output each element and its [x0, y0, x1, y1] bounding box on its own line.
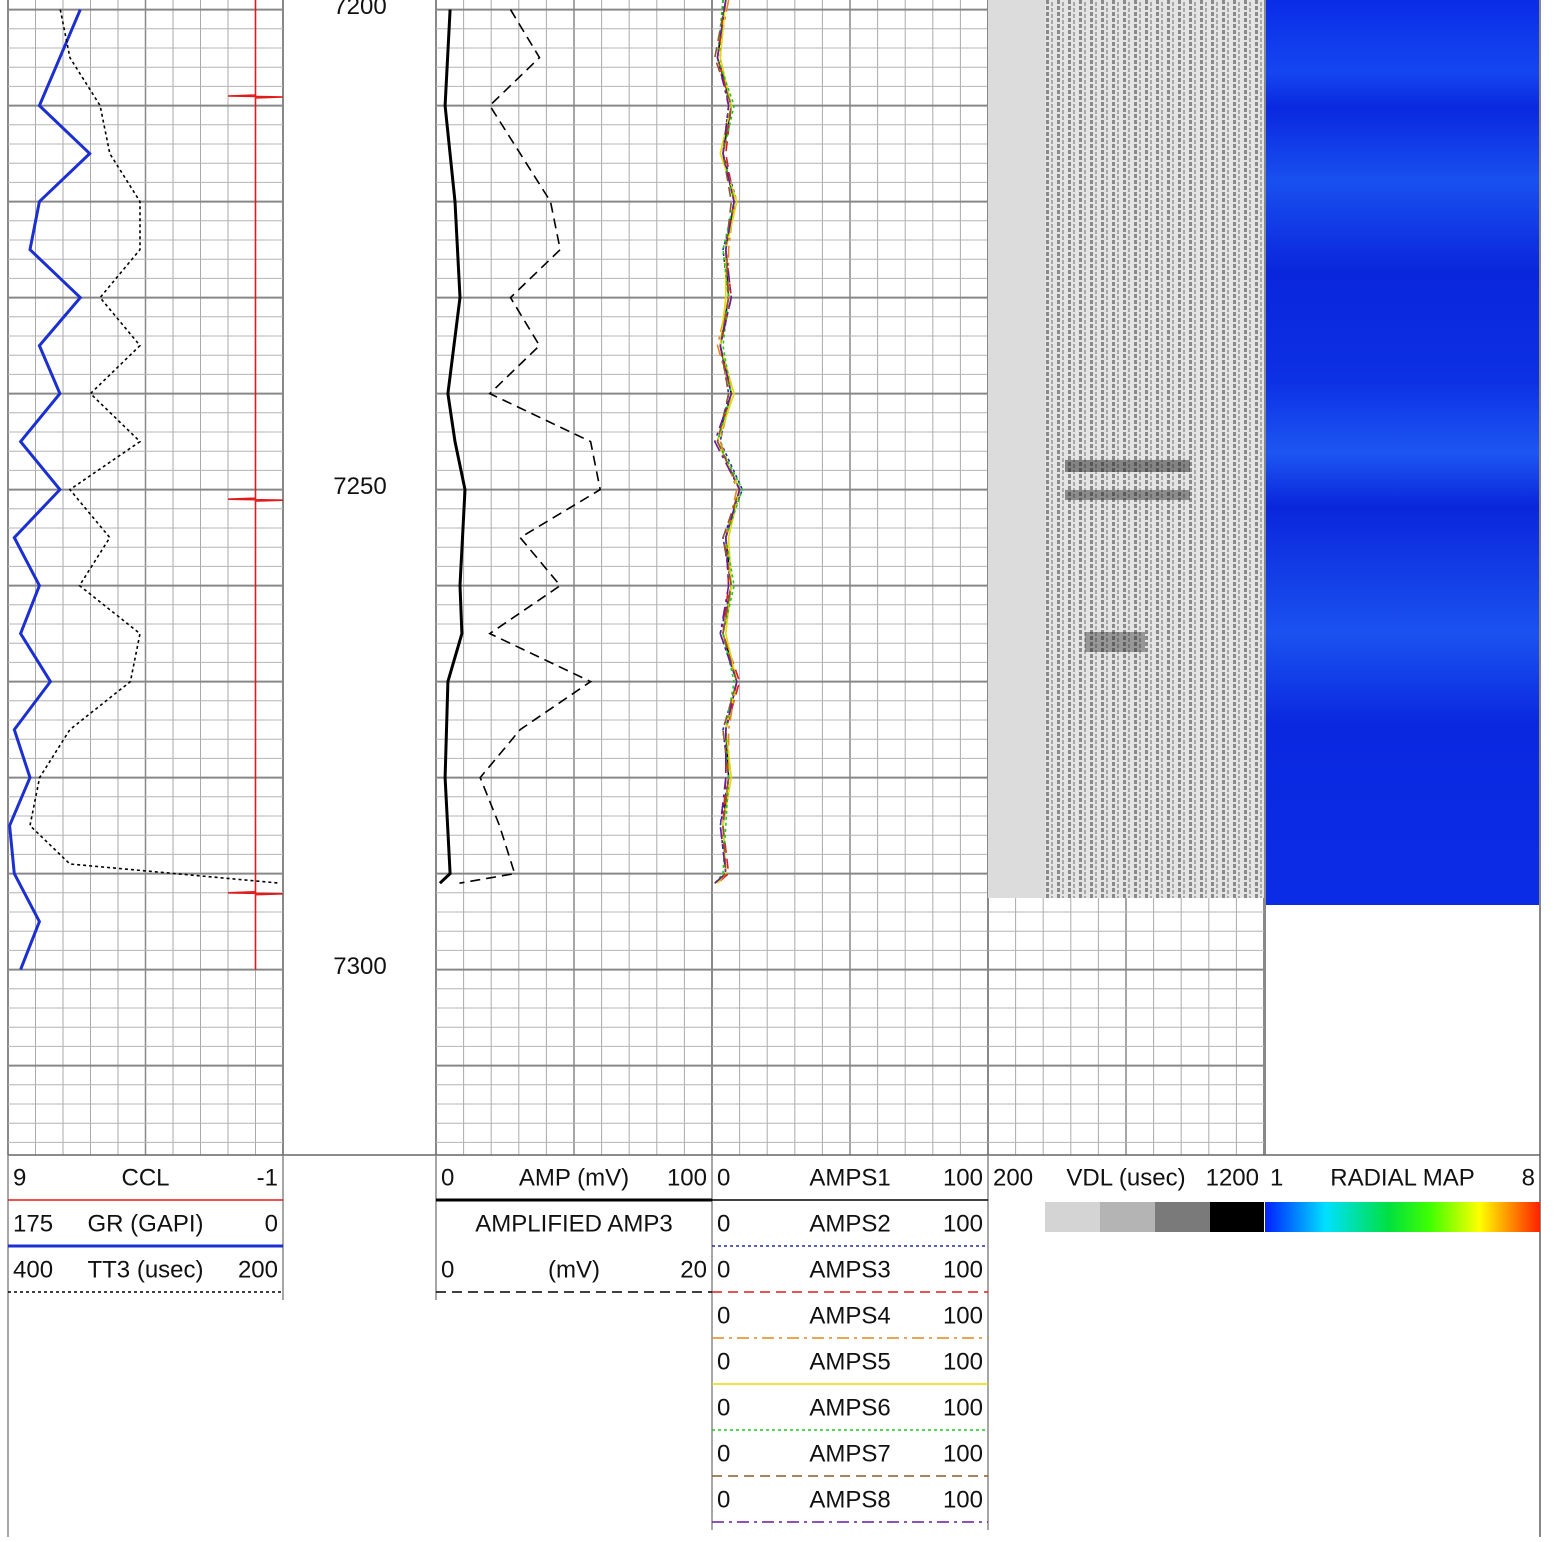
scale-right: 100 — [943, 1302, 983, 1329]
scale-left: 175 — [13, 1210, 53, 1237]
scale-left: 0 — [717, 1210, 730, 1237]
scale-right: 1200 — [1206, 1164, 1259, 1191]
radial-map-scale — [1265, 1202, 1540, 1232]
log-curve — [713, 0, 741, 884]
scale-left: 1 — [1270, 1164, 1283, 1191]
vdl-scale-swatch — [1210, 1202, 1264, 1232]
scale-right: 20 — [680, 1256, 707, 1283]
curve-name: TT3 (usec) — [87, 1256, 203, 1283]
depth-label: 7300 — [333, 953, 386, 980]
scale-right: 8 — [1522, 1164, 1535, 1191]
curve-name: CCL — [121, 1164, 169, 1191]
scale-left: 0 — [717, 1256, 730, 1283]
scale-left: 200 — [993, 1164, 1033, 1191]
scale-left: 0 — [717, 1394, 730, 1421]
scale-right: 100 — [943, 1210, 983, 1237]
curve-name: AMPS7 — [809, 1440, 890, 1467]
scale-right: 100 — [943, 1394, 983, 1421]
vdl-dark-band — [1065, 490, 1190, 500]
scale-left: 0 — [441, 1256, 454, 1283]
scale-right: 100 — [943, 1256, 983, 1283]
scale-left: 0 — [717, 1302, 730, 1329]
curve-name: AMPS6 — [809, 1394, 890, 1421]
depth-label: 7250 — [333, 473, 386, 500]
scale-left: 0 — [441, 1164, 454, 1191]
scale-right: 100 — [943, 1348, 983, 1375]
vdl-dark-band — [1085, 632, 1145, 652]
scale-left: 9 — [13, 1164, 26, 1191]
log-curve — [227, 0, 284, 970]
scale-right: 200 — [238, 1256, 278, 1283]
scale-left: 0 — [717, 1440, 730, 1467]
vdl-scale-swatch — [1045, 1202, 1100, 1232]
curve-name: AMPS8 — [809, 1486, 890, 1513]
scale-right: -1 — [257, 1164, 278, 1191]
curve-name: AMPLIFIED AMP3 — [475, 1210, 672, 1237]
image-name: VDL (usec) — [1066, 1164, 1185, 1191]
vdl-dark-band — [1065, 460, 1190, 472]
scale-left: 0 — [717, 1486, 730, 1513]
curve-name: AMPS1 — [809, 1164, 890, 1191]
scale-right: 100 — [943, 1440, 983, 1467]
log-curve — [8, 9, 92, 971]
scale-right: 0 — [265, 1210, 278, 1237]
scale-left: 400 — [13, 1256, 53, 1283]
log-curve — [713, 0, 741, 884]
curve-name: AMPS3 — [809, 1256, 890, 1283]
log-curve — [438, 9, 467, 885]
scale-right: 100 — [943, 1164, 983, 1191]
curves: 7200 7250 7300 — [8, 0, 744, 980]
vdl-scale-swatch — [1100, 1202, 1155, 1232]
curve-name: AMPS2 — [809, 1210, 890, 1237]
scale-right: 100 — [943, 1486, 983, 1513]
scale-left: 0 — [717, 1164, 730, 1191]
log-curve — [716, 0, 741, 884]
log-curve — [29, 9, 281, 884]
radial-map-image — [1265, 0, 1540, 905]
image-name: RADIAL MAP — [1330, 1164, 1474, 1191]
curve-unit: (mV) — [548, 1256, 600, 1283]
depth-label: 7200 — [333, 0, 386, 20]
curve-name: GR (GAPI) — [87, 1210, 203, 1237]
curve-name: AMPS4 — [809, 1302, 890, 1329]
vdl-scale-swatch — [1155, 1202, 1210, 1232]
vdl-image — [988, 0, 1264, 898]
scale-right: 100 — [667, 1164, 707, 1191]
scale-left: 0 — [717, 1348, 730, 1375]
curve-name: AMPS5 — [809, 1348, 890, 1375]
curve-name: AMP (mV) — [519, 1164, 629, 1191]
log-curve — [459, 9, 602, 884]
vdl-waves — [1045, 0, 1264, 898]
